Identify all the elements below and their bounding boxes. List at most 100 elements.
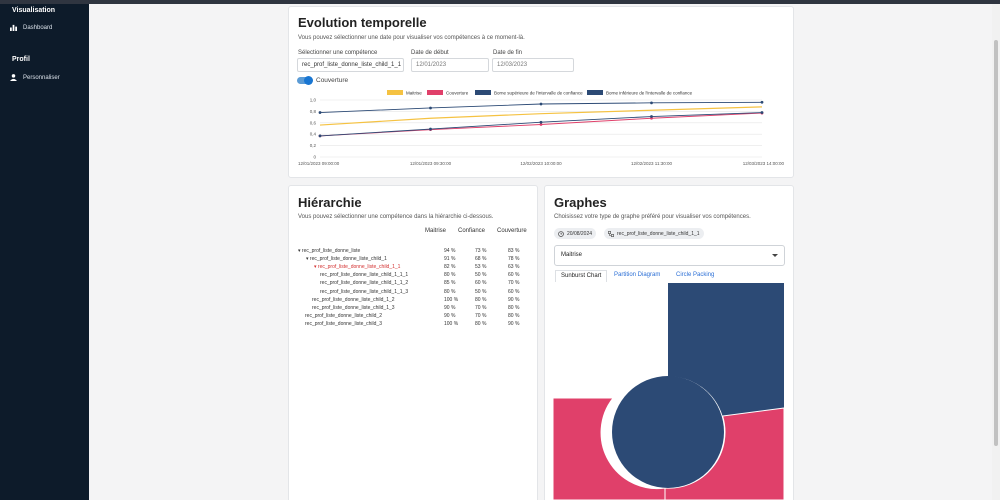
legend-label[interactable]: Borne inférieure de l'intervalle de conf… (606, 91, 693, 96)
legend-swatch (475, 90, 491, 95)
hierarchy-row[interactable]: ▾ rec_prof_liste_donne_liste_child_1 91 %… (298, 256, 528, 264)
hierarchy-cell-couverture: 60 % (508, 272, 520, 279)
hierarchy-row[interactable]: rec_prof_liste_donne_liste_child_1_2 100 … (298, 297, 528, 305)
evolution-title: Evolution temporelle (298, 15, 427, 30)
legend-swatch (427, 90, 443, 95)
legend-label[interactable]: Borne supérieure de l'intervalle de conf… (494, 91, 583, 96)
tab-sunburst-chart[interactable]: Sunburst Chart (555, 270, 608, 282)
data-point[interactable] (429, 127, 432, 131)
hierarchy-cell-couverture: 63 % (508, 264, 520, 271)
y-tick-label: 0 (313, 155, 316, 160)
hierarchy-row-name: rec_prof_liste_donne_liste_child_1_3 (312, 304, 395, 311)
hierarchy-cell-confiance: 50 % (475, 272, 487, 279)
hierarchy-row-name: ▾ rec_prof_liste_donne_liste_child_1_1 (314, 264, 401, 271)
x-tick-label: 12/02/2023 10:00:00 (520, 161, 562, 166)
hierarchy-cell-couverture: 60 % (508, 288, 520, 295)
sidebar-section-visualisation: Visualisation (12, 7, 56, 14)
hierarchy-cell-confiance: 70 % (475, 312, 487, 319)
y-tick-label: 0,4 (310, 132, 317, 137)
data-point[interactable] (429, 106, 432, 110)
tree-icon (608, 230, 614, 237)
hierarchy-cell-confiance: 73 % (475, 248, 487, 254)
hierarchy-row[interactable]: rec_prof_liste_donne_liste_child_1_1_3 80… (298, 289, 528, 297)
hierarchy-cell-couverture: 78 % (508, 256, 520, 263)
competence-label: Sélectionner une compétence (298, 50, 378, 56)
bar-chart-icon (10, 24, 17, 31)
hierarchy-row[interactable]: rec_prof_liste_donne_liste_child_1_1_1 80… (298, 272, 528, 280)
y-tick-label: 0,6 (310, 120, 317, 125)
hierarchy-cell-confiance: 80 % (475, 296, 487, 303)
data-point[interactable] (760, 111, 764, 114)
graph-metric-select[interactable]: Maitrise (554, 245, 785, 266)
date-chip[interactable]: 20/08/2024 (554, 228, 597, 239)
legend-label[interactable]: Couverture (446, 91, 469, 96)
hierarchy-cell-maitrise: 85 % (444, 280, 456, 287)
sunburst-segment-outer-left[interactable] (552, 397, 666, 500)
hierarchy-cell-maitrise: 100 % (444, 320, 459, 327)
competence-chip-label: rec_prof_liste_donne_liste_child_1_1 (617, 230, 700, 237)
hierarchy-row[interactable]: ▾ rec_prof_liste_donne_liste_child_1_1 82… (298, 264, 528, 272)
sidebar: Visualisation Dashboard Profil Personnal… (0, 4, 89, 500)
start-date-input[interactable]: 12/01/2023 (411, 58, 489, 72)
x-tick-label: 12/01/2023 09:00:00 (298, 161, 340, 166)
sunburst-center[interactable] (612, 376, 724, 488)
chevron-down-icon (772, 254, 778, 257)
hierarchy-row[interactable]: rec_prof_liste_donne_liste_child_3 100 % 8… (298, 321, 528, 329)
hierarchy-row[interactable]: rec_prof_liste_donne_liste_child_2 90 % 70… (298, 313, 528, 321)
tab-partition-diagram[interactable]: Partition Diagram (614, 272, 661, 278)
hierarchy-cell-confiance: 68 % (475, 256, 487, 263)
competence-chip[interactable]: rec_prof_liste_donne_liste_child_1_1 (604, 228, 704, 239)
data-point[interactable] (650, 115, 653, 118)
hierarchy-cell-maitrise: 94 % (444, 248, 456, 254)
hierarchy-cell-couverture: 90 % (508, 320, 520, 327)
hierarchy-row-name: ▾ rec_prof_liste_donne_liste (298, 248, 361, 254)
column-header-couverture: Couverture (497, 228, 527, 234)
sunburst-segment-outer-right[interactable] (668, 283, 784, 416)
y-tick-label: 0,8 (310, 109, 317, 114)
hierarchy-row-name: rec_prof_liste_donne_liste_child_1_1_3 (320, 288, 409, 295)
hierarchy-cell-maitrise: 82 % (444, 264, 456, 271)
hierarchy-cell-maitrise: 90 % (444, 312, 456, 319)
competence-select[interactable]: rec_prof_liste_donne_liste_child_1_1 (297, 58, 404, 72)
end-date-input[interactable]: 12/03/2023 (492, 58, 574, 72)
data-point[interactable] (760, 100, 764, 104)
scrollbar-thumb[interactable] (994, 40, 998, 446)
data-point[interactable] (318, 134, 322, 138)
date-chip-label: 20/08/2024 (567, 230, 593, 237)
evolution-subtitle: Vous pouvez sélectionner une date pour v… (298, 35, 525, 41)
toggle-knob (304, 76, 313, 85)
hierarchy-row[interactable]: ▾ rec_prof_liste_donne_liste 94 % 73 % 83 % (298, 248, 528, 256)
column-header-maitrise: Maitrise (425, 228, 447, 234)
tab-circle-packing[interactable]: Circle Packing (676, 272, 715, 278)
hierarchy-row[interactable]: rec_prof_liste_donne_liste_child_1_1_2 85… (298, 280, 528, 288)
data-point[interactable] (539, 102, 543, 106)
hierarchy-cell-couverture: 83 % (508, 248, 520, 254)
person-icon (10, 74, 17, 81)
top-bar (0, 0, 1000, 4)
hierarchy-cell-confiance: 70 % (475, 304, 487, 311)
sidebar-item-personnaliser[interactable]: Personnaliser (0, 74, 60, 81)
hierarchy-row[interactable]: rec_prof_liste_donne_liste_child_1_3 90 %… (298, 305, 528, 313)
graph-metric-value: Maitrise (561, 252, 583, 258)
sidebar-item-dashboard[interactable]: Dashboard (0, 24, 52, 31)
hierarchy-cell-couverture: 80 % (508, 312, 520, 319)
x-tick-label: 12/03/2023 14:00:00 (743, 161, 785, 166)
hierarchy-cell-couverture: 90 % (508, 296, 520, 303)
data-point[interactable] (318, 111, 322, 114)
hierarchy-row-name: rec_prof_liste_donne_liste_child_2 (305, 312, 382, 319)
legend-swatch (387, 90, 403, 95)
data-point[interactable] (650, 101, 653, 105)
legend-label[interactable]: Maitrise (406, 91, 422, 96)
hierarchy-cell-confiance: 80 % (475, 320, 487, 327)
start-date-label: Date de début (411, 50, 449, 56)
column-header-confiance: Confiance (458, 228, 486, 234)
hierarchy-cell-maitrise: 91 % (444, 256, 456, 263)
data-point[interactable] (539, 123, 543, 126)
data-point[interactable] (539, 120, 543, 124)
hierarchy-row-name: rec_prof_liste_donne_liste_child_1_1_2 (320, 280, 409, 287)
page-scrollbar[interactable] (992, 4, 1000, 500)
x-tick-label: 12/02/2023 11:30:00 (631, 161, 672, 166)
hierarchy-card (288, 185, 538, 500)
y-tick-label: 1,0 (310, 98, 317, 103)
couverture-toggle[interactable] (297, 76, 313, 85)
